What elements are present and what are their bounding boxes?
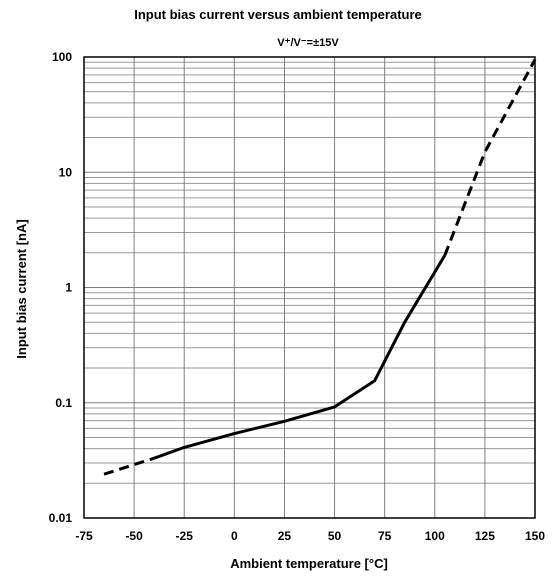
x-tick-label: -25: [176, 529, 194, 543]
dashed-series-line-0: [103, 456, 155, 476]
x-tick-label: 125: [475, 529, 495, 543]
x-tick-label: 0: [231, 529, 238, 543]
x-tick-label: 75: [378, 529, 392, 543]
y-tick-label: 100: [52, 50, 72, 64]
x-tick-label: 150: [525, 529, 545, 543]
series-layer: [103, 58, 537, 476]
y-tick-label: 0.01: [49, 511, 73, 525]
x-tick-label: 100: [425, 529, 445, 543]
x-tick-label: 50: [328, 529, 342, 543]
x-tick-label: -50: [125, 529, 143, 543]
plot-frame: [83, 56, 536, 519]
y-tick-label: 1: [65, 281, 72, 295]
x-tick-label: 25: [278, 529, 292, 543]
y-axis-label: Input bias current [nA]: [14, 219, 29, 358]
y-tick-labels: 0.01 0.1 1 10 100: [49, 50, 73, 525]
x-tick-label: -75: [75, 529, 93, 543]
y-tick-label: 0.1: [55, 396, 72, 410]
grid-minor-lines: [84, 61, 535, 484]
y-tick-label: 10: [59, 165, 73, 179]
x-axis-label: Ambient temperature [°C]: [230, 556, 388, 571]
dashed-series-line-2: [443, 58, 537, 256]
chart-subtitle: V⁺/V⁻=±15V: [277, 37, 339, 49]
solid-series-line-1: [153, 254, 447, 460]
x-tick-labels: -75 -50 -25 0 25 50 75 100 125 150: [75, 529, 545, 543]
chart-title: Input bias current versus ambient temper…: [134, 7, 422, 22]
